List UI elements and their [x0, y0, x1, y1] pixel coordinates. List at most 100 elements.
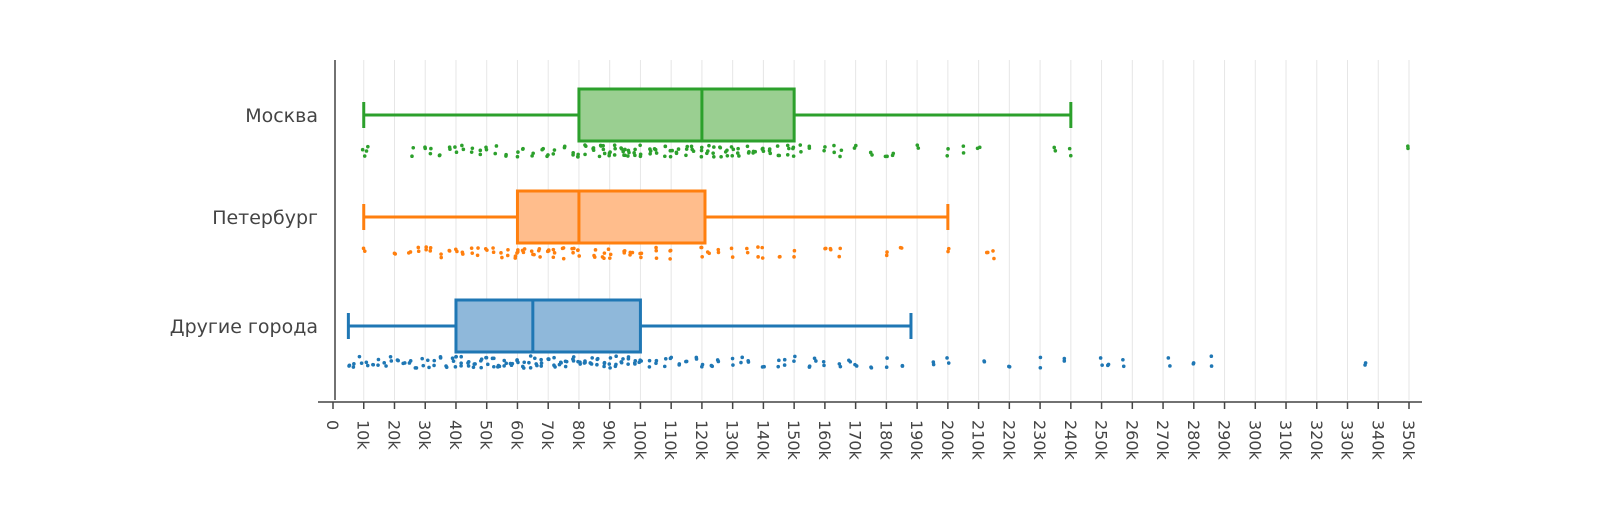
- data-point: [460, 143, 464, 148]
- data-point: [975, 146, 980, 151]
- data-point: [583, 359, 587, 363]
- data-point: [792, 248, 797, 253]
- data-point: [546, 357, 551, 361]
- data-point: [1038, 365, 1043, 370]
- data-point: [494, 144, 499, 148]
- data-point: [602, 251, 607, 255]
- data-point: [838, 246, 843, 251]
- data-point: [760, 365, 765, 369]
- data-point: [478, 148, 483, 153]
- data-point: [583, 152, 587, 157]
- data-point: [775, 144, 780, 148]
- data-point: [502, 364, 506, 368]
- x-tick-label: 60k: [507, 420, 526, 450]
- x-tick-label: 260k: [1122, 420, 1141, 461]
- data-point: [389, 359, 394, 363]
- data-point: [961, 151, 966, 155]
- data-point: [576, 359, 580, 364]
- data-point: [890, 153, 895, 158]
- data-point: [608, 150, 612, 154]
- data-point: [413, 366, 418, 370]
- data-point: [1168, 364, 1172, 368]
- data-point: [792, 359, 796, 363]
- x-tick-label: 180k: [876, 420, 895, 461]
- data-point: [528, 365, 533, 370]
- data-point: [730, 356, 735, 361]
- data-point: [485, 248, 489, 252]
- data-point: [627, 150, 631, 155]
- data-point: [745, 246, 749, 251]
- x-tick-label: 170k: [846, 420, 865, 461]
- x-tick-label: 90k: [600, 420, 619, 450]
- labels: 0 10k 20k 30k 40k 50k 60k 70k 80k 90k 100k 110k 120k…: [170, 105, 1418, 461]
- x-tick-label: 150k: [784, 420, 803, 461]
- data-point: [592, 255, 597, 259]
- data-point: [652, 147, 657, 151]
- data-point: [1067, 146, 1072, 151]
- data-point: [439, 252, 443, 256]
- data-point: [823, 246, 828, 251]
- data-point: [591, 146, 596, 150]
- x-tick-label: 130k: [723, 420, 742, 461]
- data-point: [425, 358, 430, 363]
- data-point: [454, 150, 459, 155]
- data-point: [694, 357, 699, 361]
- data-point: [1100, 363, 1104, 367]
- data-point: [991, 249, 995, 253]
- data-point: [885, 154, 889, 159]
- data-point: [460, 250, 465, 255]
- data-point: [497, 364, 502, 369]
- data-point: [992, 256, 996, 261]
- data-point: [364, 360, 369, 365]
- data-point: [505, 253, 510, 258]
- data-point: [946, 246, 951, 251]
- data-point: [362, 154, 367, 158]
- data-point: [612, 153, 617, 157]
- data-point: [776, 364, 781, 369]
- data-point: [563, 364, 568, 369]
- data-point: [745, 144, 750, 149]
- data-point: [628, 253, 632, 257]
- data-point: [536, 248, 541, 253]
- data-point: [471, 365, 476, 370]
- data-point: [719, 154, 723, 159]
- data-point: [821, 359, 826, 364]
- data-point: [647, 358, 652, 363]
- data-point: [516, 150, 520, 154]
- data-point: [530, 154, 534, 158]
- x-tick-label: 210k: [969, 420, 988, 461]
- x-tick-label: 190k: [907, 420, 926, 461]
- data-point: [787, 146, 791, 151]
- data-point: [785, 143, 790, 148]
- x-tick-label: 310k: [1276, 420, 1295, 461]
- data-point: [601, 147, 606, 152]
- data-point: [562, 144, 567, 149]
- data-point: [608, 366, 612, 370]
- x-tick-label: 340k: [1368, 420, 1387, 461]
- data-point: [470, 146, 475, 151]
- data-point: [931, 360, 936, 364]
- data-point: [626, 154, 630, 158]
- x-tick-label: 200k: [938, 420, 957, 461]
- data-point: [438, 355, 443, 359]
- data-point: [613, 146, 617, 151]
- data-point: [453, 365, 458, 369]
- data-point: [777, 153, 782, 158]
- data-point: [546, 248, 551, 252]
- x-tick-label: 280k: [1184, 420, 1203, 461]
- data-point: [540, 147, 544, 152]
- data-point: [466, 359, 471, 364]
- category-label: Петербург: [212, 207, 318, 229]
- data-point: [515, 154, 520, 159]
- x-tick-label: 40k: [446, 420, 465, 450]
- data-point: [575, 248, 580, 253]
- data-point: [539, 357, 543, 362]
- axes: [318, 60, 1422, 409]
- data-point: [729, 145, 734, 149]
- data-point: [760, 245, 765, 250]
- data-point: [654, 256, 659, 260]
- data-point: [416, 245, 421, 250]
- data-point: [700, 254, 704, 259]
- data-point: [347, 364, 351, 368]
